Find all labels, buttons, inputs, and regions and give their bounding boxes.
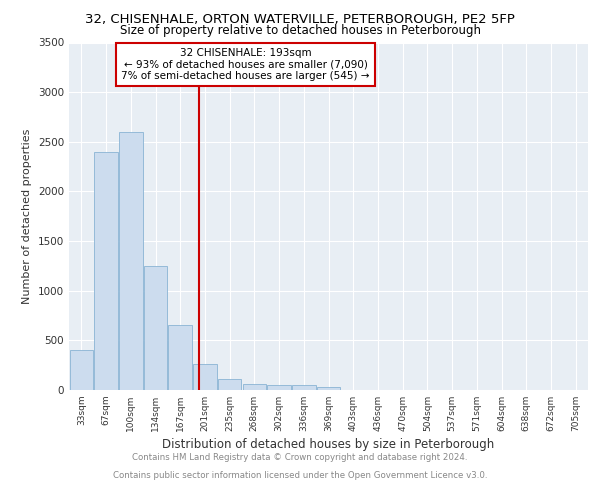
Bar	[292, 385, 316, 390]
Text: Contains HM Land Registry data © Crown copyright and database right 2024.: Contains HM Land Registry data © Crown c…	[132, 454, 468, 462]
Bar	[317, 387, 340, 390]
Text: 32, CHISENHALE, ORTON WATERVILLE, PETERBOROUGH, PE2 5FP: 32, CHISENHALE, ORTON WATERVILLE, PETERB…	[85, 12, 515, 26]
Bar	[144, 266, 167, 390]
Text: Contains public sector information licensed under the Open Government Licence v3: Contains public sector information licen…	[113, 471, 487, 480]
Bar	[218, 379, 241, 390]
Bar	[169, 326, 192, 390]
Bar	[119, 132, 143, 390]
X-axis label: Distribution of detached houses by size in Peterborough: Distribution of detached houses by size …	[163, 438, 494, 451]
Bar	[193, 364, 217, 390]
Y-axis label: Number of detached properties: Number of detached properties	[22, 128, 32, 304]
Bar	[268, 385, 291, 390]
Bar	[242, 384, 266, 390]
Text: Size of property relative to detached houses in Peterborough: Size of property relative to detached ho…	[119, 24, 481, 37]
Bar	[94, 152, 118, 390]
Text: 32 CHISENHALE: 193sqm
← 93% of detached houses are smaller (7,090)
7% of semi-de: 32 CHISENHALE: 193sqm ← 93% of detached …	[121, 48, 370, 81]
Bar	[70, 350, 93, 390]
